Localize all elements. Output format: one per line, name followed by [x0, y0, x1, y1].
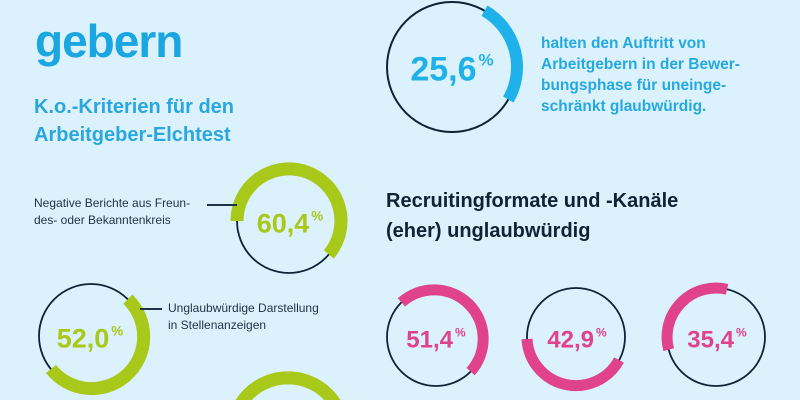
- connector-line-ko-1: [207, 204, 237, 206]
- ko-2-percentage: 52,0%: [57, 323, 124, 354]
- recruiting-3-unit: %: [736, 325, 747, 340]
- ko-1-percentage: 60,4%: [257, 208, 324, 239]
- intro-description: halten den Auftritt von Arbeitgebern in …: [541, 35, 740, 115]
- ko-1-label: Negative Berichte aus Freun- des- oder B…: [34, 196, 191, 227]
- donut-recruiting-1: [386, 284, 489, 387]
- donut-intro: [386, 1, 523, 133]
- recruiting-2-unit: %: [596, 325, 607, 340]
- donut-recruiting-3: [661, 282, 766, 387]
- ko-2-label: Unglaubwürdige Darstellung in Stellenanz…: [168, 301, 319, 332]
- donut-ko-2: [38, 283, 151, 396]
- recruiting-2-value: 42,9: [547, 326, 595, 354]
- ko-2-value: 52,0: [56, 323, 110, 354]
- recruiting-1-value: 51,4: [406, 326, 454, 354]
- recruiting-2-percentage: 42,9%: [547, 326, 606, 355]
- intro-unit: %: [478, 50, 494, 70]
- ko-2-unit: %: [111, 323, 124, 339]
- recruiting-1-unit: %: [455, 325, 466, 340]
- headline: gebern: [35, 15, 183, 67]
- ko-1-unit: %: [311, 208, 324, 224]
- intro-value: 25,6: [410, 50, 477, 89]
- recruiting-section-title: Recruitingformate und -Kanäle (eher) ung…: [386, 190, 679, 242]
- intro-percentage: 25,6%: [410, 50, 493, 89]
- ko-1-value: 60,4: [256, 208, 310, 239]
- connector-line-ko-2: [140, 308, 162, 310]
- subheading: K.o.-Kriterien für den Arbeitgeber-Elcht…: [34, 96, 235, 146]
- donut-ko-3-partial: [235, 371, 341, 400]
- recruiting-3-percentage: 35,4%: [687, 326, 746, 355]
- recruiting-3-value: 35,4: [687, 326, 735, 354]
- recruiting-1-percentage: 51,4%: [406, 326, 465, 355]
- donut-recruiting-2: [521, 287, 626, 392]
- donut-ko-1: [230, 162, 348, 274]
